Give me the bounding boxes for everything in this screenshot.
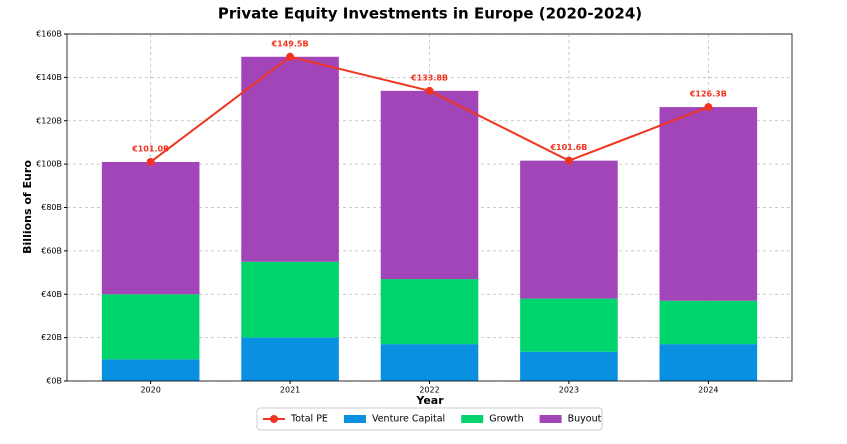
x-tick-label: 2023 [559,386,579,395]
y-tick-label: €160B [36,30,62,39]
legend-label: Buyout [568,414,602,425]
y-tick-label: €60B [41,246,62,255]
bar [101,359,200,381]
bar [659,300,758,345]
chart-title: Private Equity Investments in Europe (20… [218,5,642,23]
x-axis-label: Year [415,394,444,407]
bar [520,351,618,381]
bar [380,344,479,381]
bar [659,344,758,381]
y-axis-label: Billions of Euro [21,160,34,254]
data-label: €101.0B [131,144,169,153]
x-tick-label: 2021 [280,386,300,395]
legend-label: Total PE [290,414,328,425]
legend-label: Growth [489,414,523,425]
x-tick-label: 2020 [140,386,160,395]
line-marker [564,156,573,165]
data-label: €149.5B [271,39,309,48]
legend-marker [270,415,278,423]
y-tick-label: €40B [41,290,62,299]
data-label: €133.8B [410,73,448,82]
line-marker [146,157,155,166]
line-marker [286,52,295,61]
y-tick-label: €100B [36,160,62,169]
y-tick-label: €140B [36,73,62,82]
data-label: €101.6B [549,143,587,152]
bar [380,90,479,280]
line-marker [704,103,713,112]
x-tick-label: 2024 [698,386,718,395]
legend-swatch [539,415,562,423]
x-tick-label: 2022 [419,386,439,395]
bar [241,261,339,338]
bar [380,279,479,345]
y-tick-label: €120B [36,116,62,125]
legend: Total PE Venture Capital Growth Buyout [263,414,602,425]
legend-box [256,407,603,431]
y-tick-label: €0B [46,377,62,386]
legend-swatch [343,415,366,423]
bar [241,337,339,381]
y-tick-label: €80B [41,203,62,212]
bar [101,161,200,295]
legend-label: Venture Capital [372,414,445,425]
y-tick-label: €20B [41,333,62,342]
bar [520,298,618,352]
legend-swatch [461,415,484,423]
line-layer: €101.0B €149.5B €133.8B €101.6B €126.3B [131,39,727,166]
bar [520,160,618,299]
bars [101,56,758,381]
line-marker [425,86,434,95]
bar [101,294,200,360]
data-label: €126.3B [689,90,727,99]
bar [241,56,339,262]
bar [659,107,758,301]
